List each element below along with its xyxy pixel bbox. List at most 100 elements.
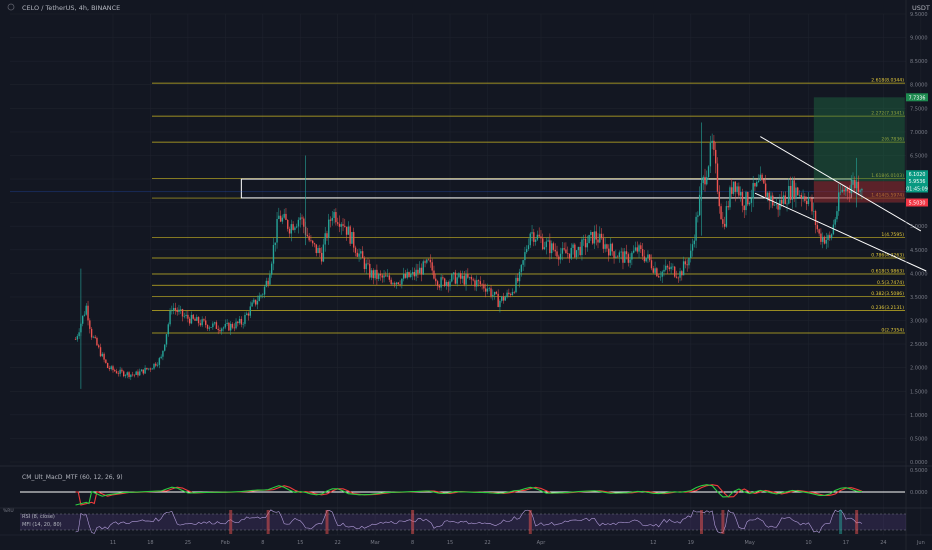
x-tick-label: Apr (537, 540, 547, 546)
candle-body (306, 234, 309, 237)
candle-body (852, 179, 854, 185)
candle-body (511, 292, 514, 296)
y-tick-label: 7.5000 (910, 106, 928, 112)
candle-body (804, 196, 806, 201)
candle-body (445, 282, 448, 287)
candle-body (222, 327, 225, 329)
candle-body (611, 243, 613, 252)
candle-body (219, 330, 221, 332)
fib-label: 0(2.7354) (881, 328, 904, 334)
candle-body (119, 369, 121, 374)
candle-body (666, 265, 669, 268)
candle-body (467, 274, 469, 278)
candle-body (149, 368, 152, 370)
candle-body (196, 317, 198, 321)
candle-body (686, 264, 688, 266)
x-tick-label: 22 (484, 540, 490, 546)
candle-body (461, 275, 464, 279)
candle-body (465, 274, 467, 285)
candle-body (235, 321, 237, 329)
candle-body (545, 241, 548, 248)
candle-body (536, 234, 539, 240)
x-tick-label: 17 (843, 540, 849, 546)
candle-body (738, 186, 740, 196)
candle-body (616, 256, 619, 258)
x-tick-label: 15 (447, 540, 453, 546)
candle-body (172, 307, 175, 311)
candle-body (190, 314, 193, 324)
candle-body (347, 226, 350, 235)
macd-panel[interactable]: 0.5000 0.0000 (0, 465, 932, 506)
candle-body (827, 235, 829, 240)
candle-body (527, 245, 530, 250)
fib-label: 2.272(7.3341) (871, 111, 904, 117)
candle-body (331, 217, 334, 221)
candle-body (543, 247, 546, 250)
candle-body (800, 195, 802, 198)
candle-body (820, 233, 822, 242)
y-tick-label: 0.5000 (910, 436, 928, 442)
candle-body (287, 220, 289, 229)
y-tick-label: 2.0000 (910, 366, 928, 372)
candle-body (843, 189, 845, 192)
candle-body (552, 243, 555, 250)
candle-body (147, 368, 150, 370)
candle-body (798, 195, 801, 196)
candle-body (823, 236, 826, 244)
candle-body (263, 286, 266, 295)
candle-body (663, 269, 665, 272)
candle-body (210, 327, 212, 328)
candle-body (108, 368, 111, 370)
candle-body (360, 251, 362, 254)
macd-tick: 0.5000 (910, 468, 928, 474)
candle-body (654, 268, 656, 273)
candle-body (634, 247, 637, 251)
candle-body (622, 251, 624, 263)
candle-body (247, 313, 250, 316)
candle-body (754, 183, 756, 187)
candle-body (682, 261, 685, 276)
candle-body (440, 277, 442, 288)
x-tick-label: Feb (221, 540, 230, 546)
candle-body (372, 270, 375, 279)
chart-title: CELO / TetherUS, 4h, BINANCE (22, 4, 120, 12)
candle-body (121, 369, 123, 372)
candle-body (839, 191, 842, 193)
candle-body (791, 180, 794, 200)
candle-body (92, 336, 95, 338)
y-tick-label: 4.0000 (910, 271, 928, 277)
fib-label: 0.5(3.7474) (877, 280, 904, 286)
rsi-panel[interactable] (0, 507, 932, 534)
candle-body (509, 294, 512, 296)
candle-body (750, 198, 753, 203)
candle-body (829, 235, 831, 239)
candle-body (636, 247, 638, 252)
candle-body (192, 314, 194, 319)
candle-body (493, 291, 496, 295)
wedge-upper (760, 136, 922, 232)
candle-body (426, 259, 428, 263)
candle-body (474, 280, 476, 287)
y-tick-label: 8.5000 (910, 59, 928, 65)
candle-body (399, 284, 401, 285)
settings-icon[interactable] (7, 3, 15, 11)
candle-body (356, 252, 358, 257)
candle-body (83, 314, 86, 316)
candle-body (174, 307, 177, 310)
candle-body (691, 244, 694, 251)
candle-body (376, 269, 378, 279)
fib-label: 0.618(3.9863) (871, 269, 904, 275)
candle-body (613, 251, 615, 258)
candle-body (155, 363, 157, 366)
candle-body (285, 213, 287, 221)
candle-body (142, 369, 145, 374)
fib-label: 0.382(3.5086) (871, 291, 904, 297)
candle-body (818, 229, 820, 234)
x-axis[interactable]: 11 18 25 Feb 8 15 22 Mar 8 15 22 Apr 12 19 May 10 17 24 Ju… (0, 534, 932, 546)
candle-body (279, 215, 282, 222)
candle-body (270, 263, 273, 275)
candle-body (547, 240, 549, 242)
candle-body (606, 244, 608, 249)
